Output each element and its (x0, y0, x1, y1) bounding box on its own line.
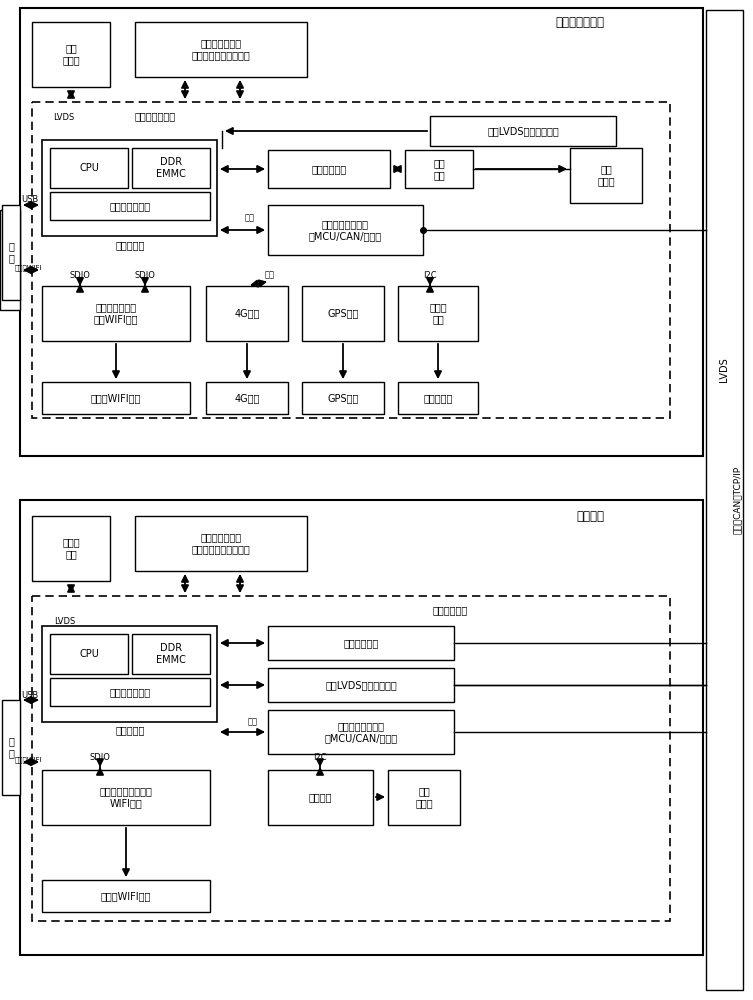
Bar (42, 626, 217, 722)
Text: 第二核心板: 第二核心板 (115, 240, 145, 250)
Text: 收音机
模组: 收音机 模组 (429, 302, 447, 324)
Bar (32, 102, 670, 418)
Text: 蓝牙、WIFI天线: 蓝牙、WIFI天线 (101, 891, 151, 901)
Bar (206, 286, 288, 341)
Text: 第一LVDS转换芯片模组: 第一LVDS转换芯片模组 (325, 680, 397, 690)
Text: 第二电源模组: 第二电源模组 (312, 164, 346, 174)
Bar (398, 382, 478, 414)
Bar (268, 205, 423, 255)
Text: 第一液
晶屏: 第一液 晶屏 (62, 537, 80, 559)
Text: 串口: 串口 (245, 214, 255, 223)
Text: LVDS: LVDS (719, 358, 729, 382)
Text: 第一核心板: 第一核心板 (115, 725, 145, 735)
Bar (268, 770, 373, 825)
Text: DDR
EMMC: DDR EMMC (156, 157, 186, 179)
Bar (132, 148, 210, 188)
Text: 第二外联控制器
（触控器、实体按键）: 第二外联控制器 （触控器、实体按键） (191, 38, 251, 60)
Text: I2C: I2C (423, 270, 437, 279)
Bar (206, 382, 288, 414)
Text: 4G模组: 4G模组 (234, 308, 260, 318)
Bar (268, 710, 454, 754)
Text: GPS天线: GPS天线 (328, 393, 358, 403)
Text: 第二
液晶屏: 第二 液晶屏 (62, 43, 80, 65)
Text: 收音机天线: 收音机天线 (423, 393, 453, 403)
Bar (42, 382, 190, 414)
Bar (706, 10, 743, 990)
Bar (20, 8, 703, 456)
Text: 液晶仪表主板: 液晶仪表主板 (432, 605, 468, 615)
Text: 第一电源模组: 第一电源模组 (343, 638, 379, 648)
Text: 导航多媒体主板: 导航多媒体主板 (135, 111, 175, 121)
Bar (268, 626, 454, 660)
Bar (32, 516, 110, 581)
Text: 第二网络互连模块
（MCU/CAN/网关）: 第二网络互连模块 （MCU/CAN/网关） (309, 219, 382, 241)
Bar (135, 22, 307, 77)
Bar (32, 596, 670, 921)
Bar (20, 500, 703, 955)
Text: 串口: 串口 (248, 718, 258, 726)
Bar (398, 286, 478, 341)
Text: 串口: 串口 (265, 270, 275, 279)
Bar (2, 700, 20, 795)
Bar (50, 678, 210, 706)
Bar (268, 150, 390, 188)
Text: USB: USB (21, 690, 38, 700)
Text: 导航多媒体主机: 导航多媒体主机 (556, 15, 605, 28)
Text: 手
机: 手 机 (8, 736, 14, 758)
Text: 液晶仪表: 液晶仪表 (576, 510, 604, 522)
Text: I2C: I2C (313, 754, 327, 762)
Bar (302, 382, 384, 414)
Text: SDIO: SDIO (135, 270, 155, 279)
Bar (42, 880, 210, 912)
Bar (50, 148, 128, 188)
Bar (2, 205, 20, 300)
Bar (32, 22, 110, 87)
Bar (302, 286, 384, 341)
Bar (0, 210, 20, 310)
Bar (135, 516, 307, 571)
Bar (430, 116, 616, 146)
Text: 4G天线: 4G天线 (234, 393, 260, 403)
Text: USB: USB (21, 196, 38, 205)
Text: 第二LVDS转换芯片模组: 第二LVDS转换芯片模组 (487, 126, 559, 136)
Text: SDIO: SDIO (69, 270, 90, 279)
Bar (42, 286, 190, 341)
Text: 第一外联控制器
（触控器、实体按键）: 第一外联控制器 （触控器、实体按键） (191, 532, 251, 554)
Text: LVDS: LVDS (53, 113, 75, 122)
Bar (50, 192, 210, 220)
Text: 第一蓝牙模组、第一
WIFI模组: 第一蓝牙模组、第一 WIFI模组 (99, 786, 152, 808)
Text: LVDS: LVDS (54, 617, 75, 626)
Text: 第二蓝牙模组、
第二WIFI模组: 第二蓝牙模组、 第二WIFI模组 (94, 302, 139, 324)
Text: GPS模组: GPS模组 (328, 308, 358, 318)
Bar (570, 148, 642, 203)
Text: CPU: CPU (79, 649, 99, 659)
Text: 串口、CAN、TCP/IP: 串口、CAN、TCP/IP (733, 466, 742, 534)
Text: 第一图形处理器: 第一图形处理器 (109, 687, 151, 697)
Bar (42, 140, 217, 236)
Text: 声卡模组: 声卡模组 (308, 792, 332, 802)
Bar (405, 150, 473, 188)
Bar (132, 634, 210, 674)
Text: CPU: CPU (79, 163, 99, 173)
Text: 第一网络互连模块
（MCU/CAN/网关）: 第一网络互连模块 （MCU/CAN/网关） (325, 721, 398, 743)
Text: DDR
EMMC: DDR EMMC (156, 643, 186, 665)
Text: 功放
模组: 功放 模组 (433, 158, 445, 180)
Bar (42, 770, 210, 825)
Text: 蓝牙、WIFI: 蓝牙、WIFI (14, 757, 42, 763)
Bar (388, 770, 460, 825)
Text: 蓝牙、WIFI天线: 蓝牙、WIFI天线 (91, 393, 142, 403)
Text: 第一
扬声器: 第一 扬声器 (415, 786, 433, 808)
Bar (268, 668, 454, 702)
Text: 手
机: 手 机 (8, 241, 14, 263)
Text: 第二图形处理器: 第二图形处理器 (109, 201, 151, 211)
Bar (50, 634, 128, 674)
Text: 蓝牙、WIFI: 蓝牙、WIFI (14, 265, 42, 271)
Text: SDIO: SDIO (90, 754, 111, 762)
Text: 第二
扬声器: 第二 扬声器 (597, 164, 614, 186)
